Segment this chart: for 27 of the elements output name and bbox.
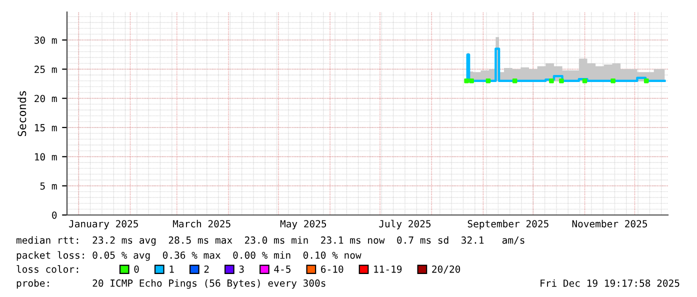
legend-label: 1 — [170, 266, 174, 273]
y-tick-label: 5 m — [40, 182, 57, 190]
legend-label: 2 — [204, 265, 209, 273]
x-tick-label: July 2025 — [379, 220, 431, 230]
x-tick-label: March 2025 — [172, 220, 230, 228]
x-tick-label: May 2025 — [280, 220, 326, 230]
legend-label: 3 — [239, 265, 244, 273]
legend-label: 4-5 — [274, 266, 290, 273]
text: probe: 20 ICMP Echo Pings (56 Bytes) every 300s — [16, 279, 326, 289]
x-tick-label: September 2025 — [468, 220, 548, 230]
legend-label: 0 — [134, 265, 139, 273]
y-tick-label: 25 m — [34, 66, 57, 74]
y-tick-label: 15 m — [35, 124, 57, 132]
text: median rtt: 23.2 ms avg 28.5 ms max 23.0 ms min 23.1 ms now 0.7 ms sd 32.1 am/s — [16, 236, 524, 246]
x-tick-label: November 2025 — [572, 220, 647, 228]
legend-label: 6-10 — [321, 265, 344, 273]
y-axis-title: Seconds — [18, 91, 26, 136]
y-tick-label: 30 m — [34, 36, 57, 44]
x-tick-label: January 2025 — [69, 220, 138, 230]
text: Fri Dec 19 19:17:58 2025 — [540, 279, 680, 287]
y-tick-label: 0 — [52, 212, 57, 219]
legend-title: loss color: — [16, 265, 78, 273]
legend-label: 11-19 — [374, 265, 402, 273]
legend-label: 20/20 — [432, 265, 460, 274]
text: packet loss: 0.05 % avg 0.36 % max 0.00 % min 0.10 % now — [16, 251, 362, 261]
y-tick-label: 10 m — [35, 153, 57, 161]
y-tick-label: 20 m — [34, 94, 57, 102]
